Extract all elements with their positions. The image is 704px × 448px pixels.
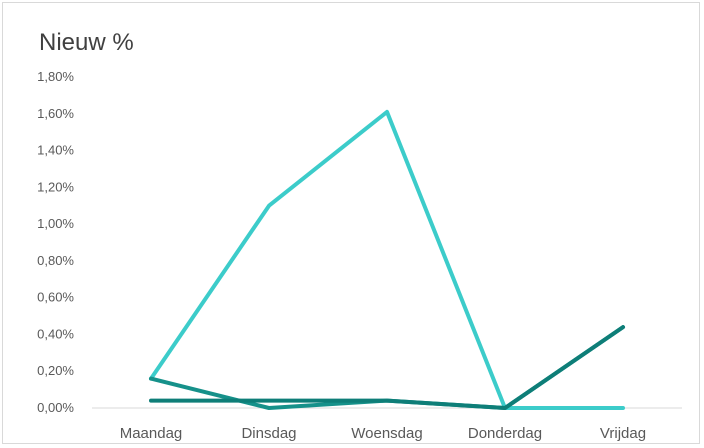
series-line-2	[149, 325, 625, 410]
chart-frame: Nieuw %	[2, 2, 700, 444]
y-tick-label: 0,60%	[37, 290, 74, 305]
series-line-1	[149, 109, 625, 410]
x-tick-label: Vrijdag	[600, 425, 646, 442]
y-tick-label: 1,80%	[37, 69, 74, 84]
y-tick-label: 1,00%	[37, 216, 74, 231]
x-tick-label: Dinsdag	[241, 425, 296, 442]
y-tick-label: 1,40%	[37, 143, 74, 158]
x-tick-label: Maandag	[120, 425, 183, 442]
y-axis: 0,00% 0,20% 0,40% 0,60% 0,80% 1,00% 1,20% 1,40%…	[37, 69, 74, 415]
series-layer	[149, 109, 625, 410]
x-axis: Maandag Dinsdag Woensdag Donderdag Vrijdag	[92, 407, 682, 442]
y-tick-label: 1,20%	[37, 179, 74, 194]
x-tick-label: Woensdag	[351, 425, 422, 442]
x-tick-label: Donderdag	[468, 425, 542, 442]
y-tick-label: 1,60%	[37, 106, 74, 121]
series-line-3	[149, 325, 625, 410]
y-tick-label: 0,40%	[37, 326, 74, 341]
y-tick-label: 0,00%	[37, 400, 74, 415]
y-tick-label: 0,20%	[37, 363, 74, 378]
chart-title: Nieuw %	[39, 29, 134, 56]
y-tick-label: 0,80%	[37, 253, 74, 268]
